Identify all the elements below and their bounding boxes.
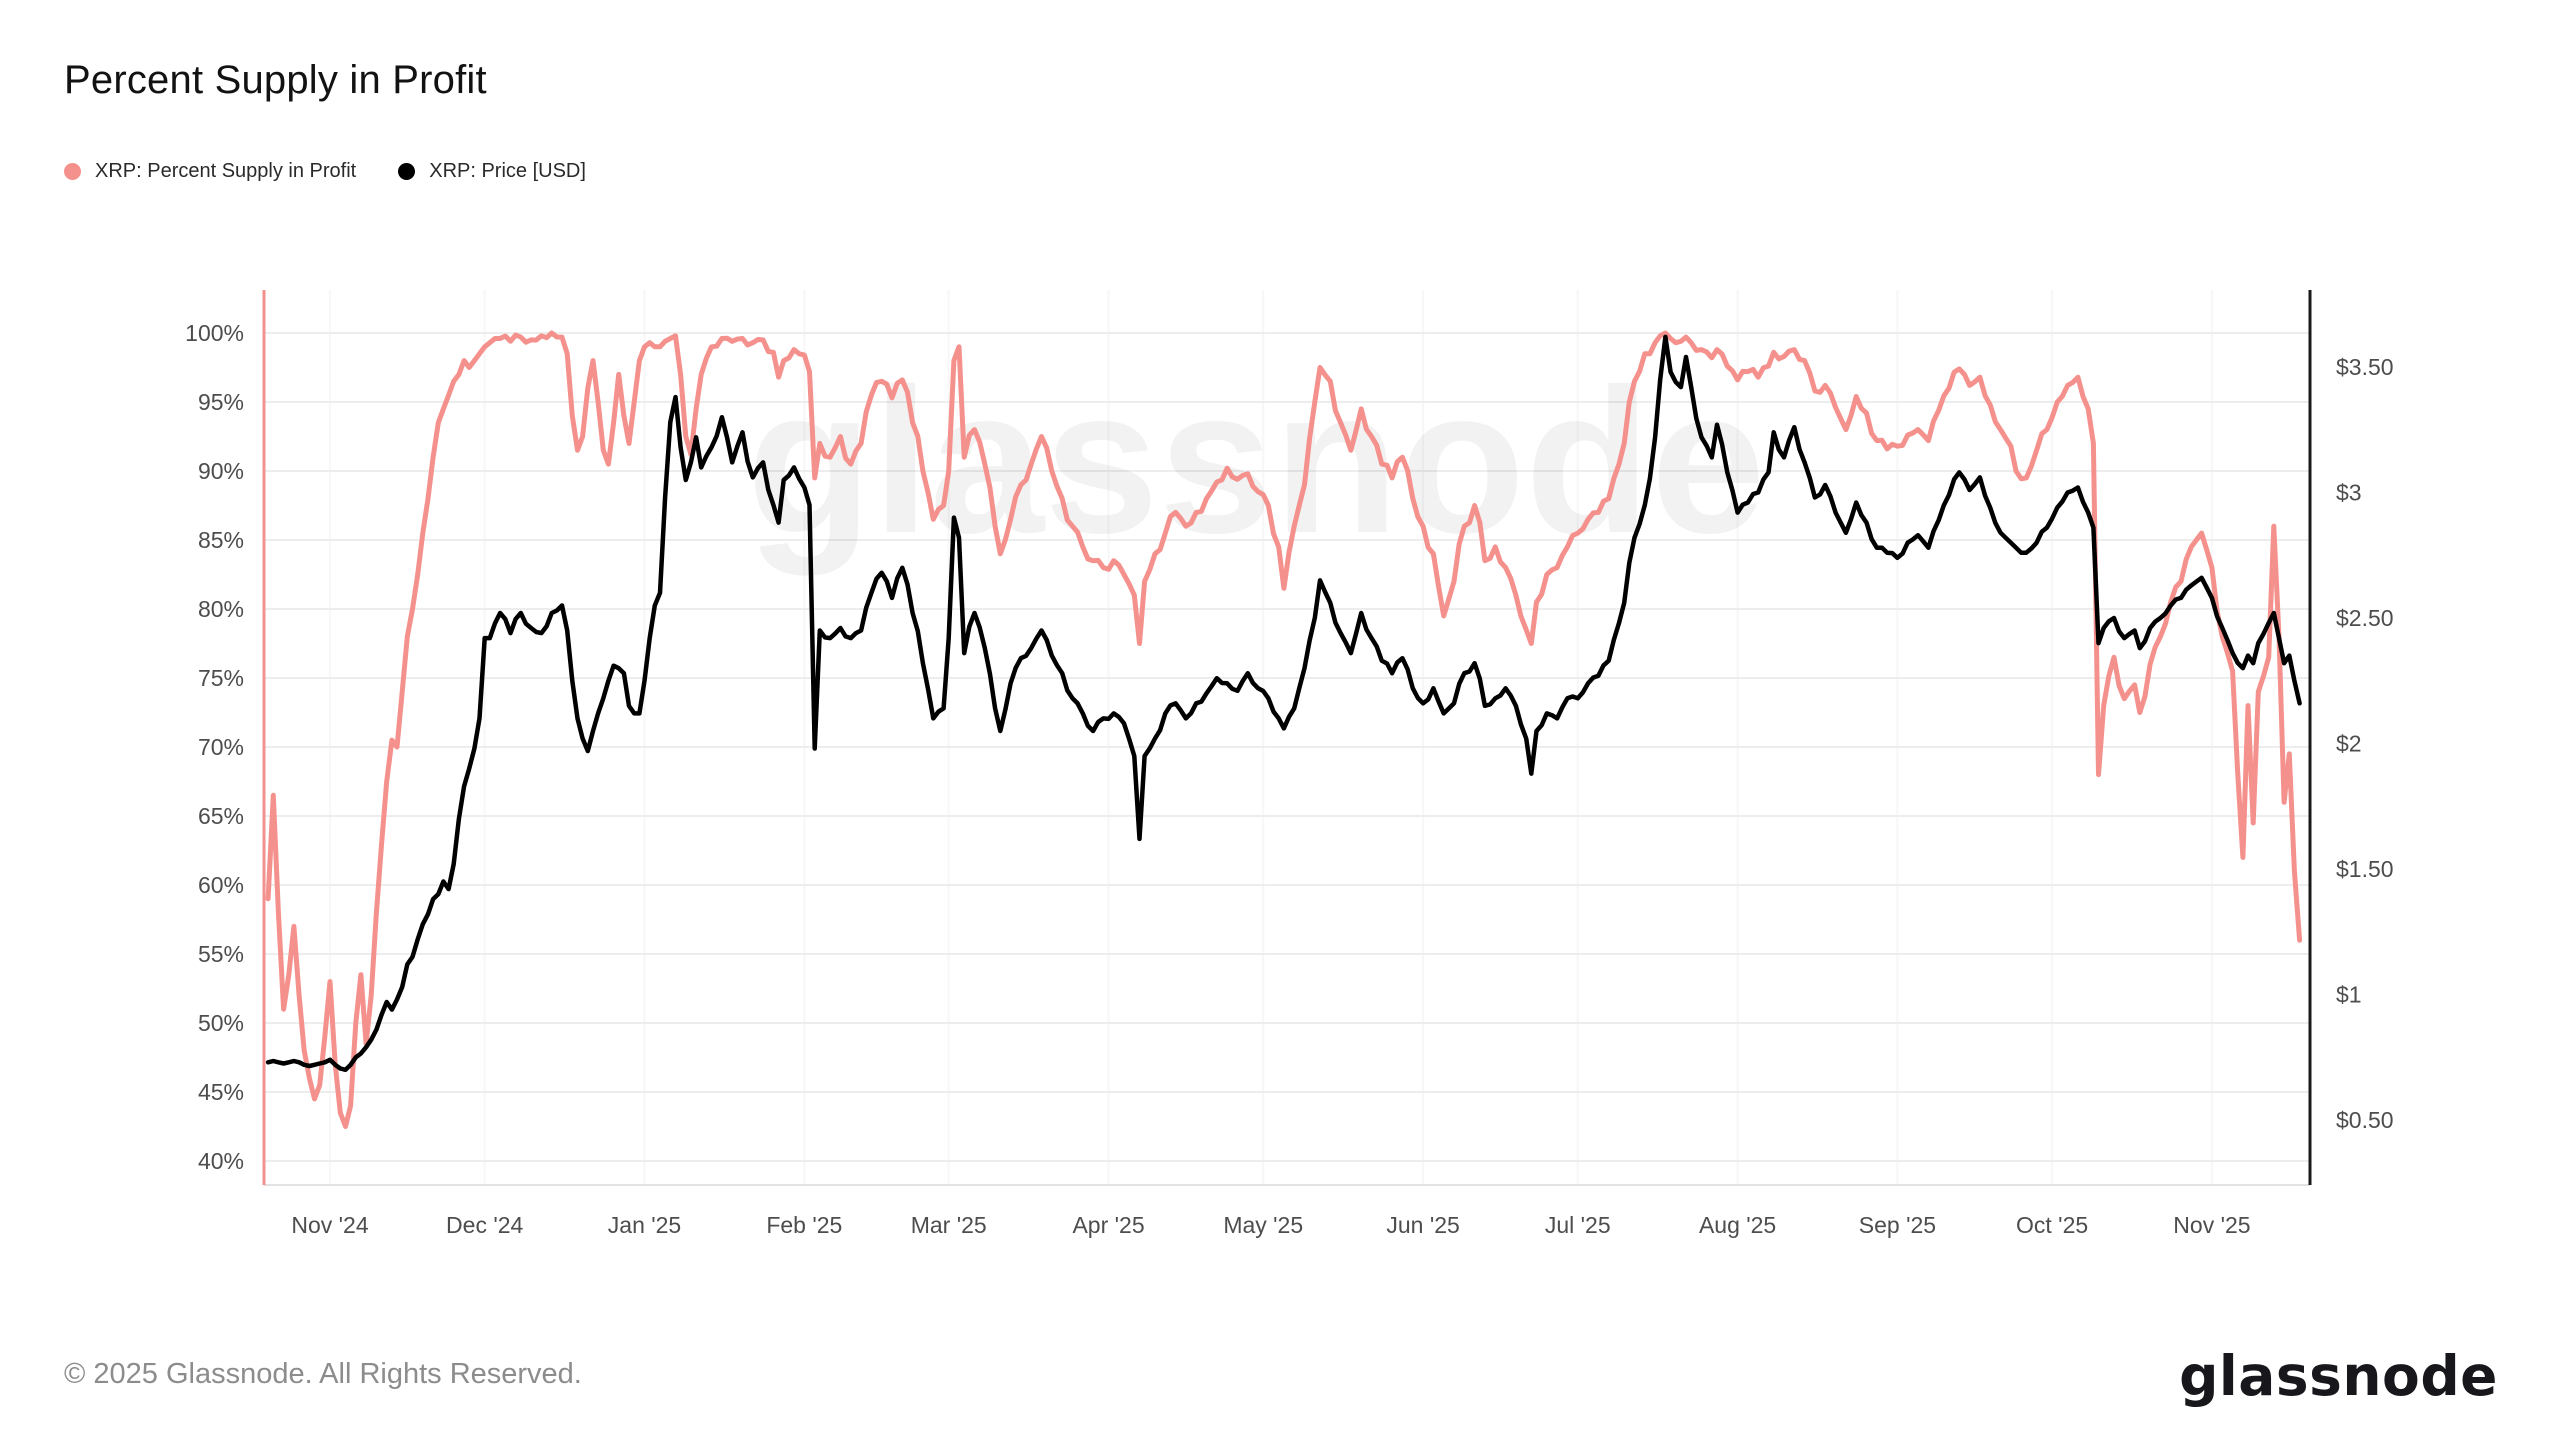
x-axis-tick: Jul '25 <box>1545 1212 1611 1238</box>
legend: XRP: Percent Supply in Profit XRP: Price… <box>64 160 586 183</box>
x-axis-tick: Aug '25 <box>1699 1212 1776 1238</box>
y-axis-left-tick: 100% <box>185 320 244 346</box>
x-axis-tick: Oct '25 <box>2016 1212 2088 1238</box>
y-axis-right-tick: $2.50 <box>2336 605 2394 631</box>
chart-svg[interactable]: glassnode 100% 95% 90% 85% 80% 75% 70% 65% 60% 55%… <box>0 240 2560 1260</box>
x-axis-tick: Dec '24 <box>446 1212 523 1238</box>
x-axis-tick: Jan '25 <box>608 1212 681 1238</box>
legend-item-price[interactable]: XRP: Price [USD] <box>398 160 586 183</box>
legend-label: XRP: Percent Supply in Profit <box>95 160 357 182</box>
y-axis-left-tick: 55% <box>198 941 244 967</box>
y-axis-left-tick: 70% <box>198 734 244 760</box>
x-axis-tick: Feb '25 <box>766 1212 842 1238</box>
y-axis-right-tick: $0.50 <box>2336 1107 2394 1133</box>
footer: © 2025 Glassnode. All Rights Reserved. g… <box>0 1340 2560 1420</box>
legend-label: XRP: Price [USD] <box>429 160 586 182</box>
x-axis-tick: Sep '25 <box>1859 1212 1936 1238</box>
y-axis-left-tick: 40% <box>198 1148 244 1174</box>
glassnode-watermark: glassnode <box>747 346 1766 576</box>
y-axis-left-tick: 85% <box>198 527 244 553</box>
chart-plot-area[interactable]: glassnode 100% 95% 90% 85% 80% 75% 70% 65% 60% 55%… <box>0 240 2560 1260</box>
percent-supply-line <box>265 330 2303 1129</box>
y-axis-right-tick: $1 <box>2336 982 2362 1008</box>
legend-item-percent-supply[interactable]: XRP: Percent Supply in Profit <box>64 160 356 183</box>
legend-swatch-pink-icon <box>64 163 81 180</box>
legend-swatch-black-icon <box>398 163 416 180</box>
y-axis-right-tick: $2 <box>2336 731 2362 757</box>
y-axis-left-tick: 90% <box>198 458 244 484</box>
y-axis-left-tick: 95% <box>198 389 244 415</box>
x-axis-tick: Nov '24 <box>291 1212 368 1238</box>
y-axis-left-tick: 80% <box>198 596 244 622</box>
x-axis-tick: Nov '25 <box>2173 1212 2250 1238</box>
x-axis-tick: Jun '25 <box>1386 1212 1459 1238</box>
chart-title: Percent Supply in Profit <box>64 58 487 102</box>
y-axis-left-tick: 75% <box>198 665 244 691</box>
x-axis-tick: May '25 <box>1223 1212 1303 1238</box>
y-axis-right-tick: $3 <box>2336 480 2362 506</box>
y-axis-left-tick: 65% <box>198 803 244 829</box>
y-axis-left-tick: 60% <box>198 872 244 898</box>
x-axis-tick: Mar '25 <box>911 1212 987 1238</box>
glassnode-logo: glassnode <box>2179 1344 2498 1408</box>
y-axis-right-tick: $1.50 <box>2336 856 2394 882</box>
price-line <box>265 334 2302 1073</box>
footer-copyright: © 2025 Glassnode. All Rights Reserved. <box>64 1358 582 1390</box>
y-axis-left-tick: 50% <box>198 1010 244 1036</box>
x-axis-tick: Apr '25 <box>1072 1212 1144 1238</box>
y-axis-left-tick: 45% <box>198 1079 244 1105</box>
y-axis-right-tick: $3.50 <box>2336 354 2394 380</box>
